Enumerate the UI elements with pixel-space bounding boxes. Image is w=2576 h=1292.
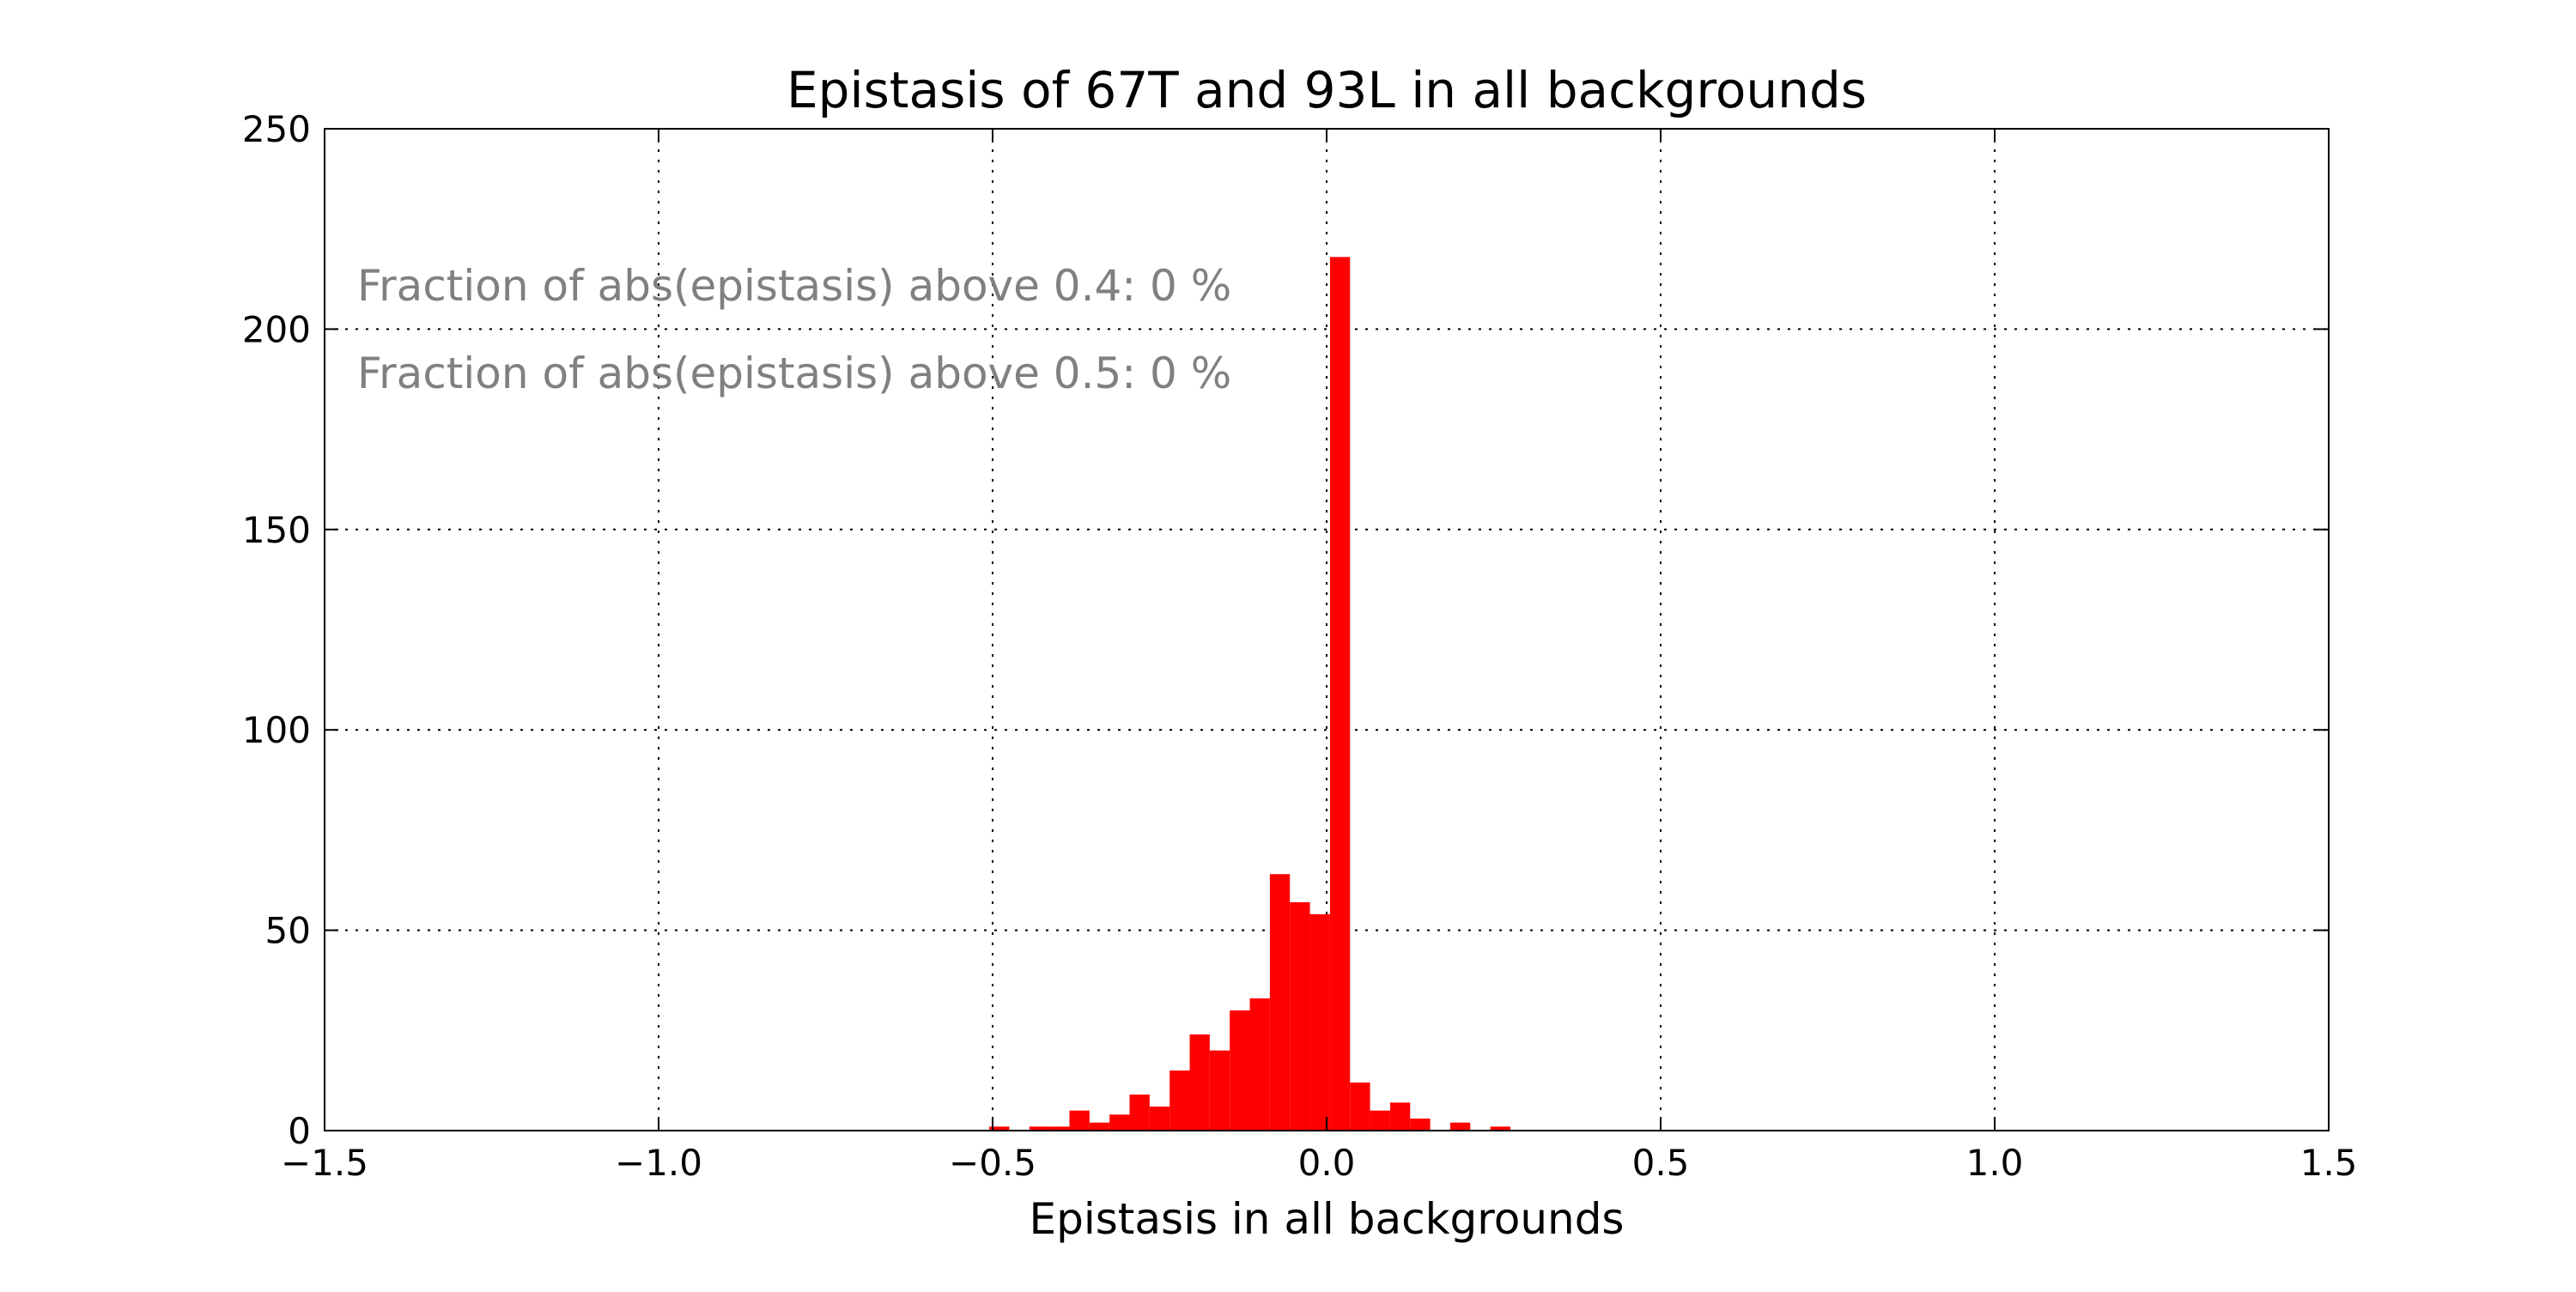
histogram-bars: [989, 257, 1510, 1131]
x-tick-label: −1.0: [615, 1142, 702, 1184]
histogram-bar: [1410, 1118, 1431, 1131]
x-axis-label: Epistasis in all backgrounds: [1030, 1194, 1625, 1244]
histogram-bar: [1149, 1106, 1170, 1131]
x-tick-label: 1.0: [1966, 1142, 2024, 1184]
histogram-bar: [1049, 1126, 1070, 1131]
axis-ticks: −1.5 −1.0 −0.5 0.0 0.5 1.0 1.5 0 50 100 150 200 250: [242, 108, 2358, 1184]
y-tick-label: 50: [265, 910, 311, 952]
histogram-bar: [1129, 1094, 1150, 1131]
x-tick-label: −1.5: [281, 1142, 368, 1184]
histogram-bar: [1170, 1070, 1190, 1131]
histogram-bar: [1249, 998, 1270, 1131]
histogram-bar: [1490, 1126, 1510, 1131]
histogram-bar: [1370, 1110, 1390, 1131]
histogram-bar: [989, 1126, 1010, 1131]
histogram-bar: [1309, 913, 1330, 1131]
histogram-bar: [1329, 257, 1351, 1131]
y-tick-label: 250: [242, 108, 311, 150]
histogram-bar: [1269, 874, 1291, 1131]
x-tick-label: 0.0: [1298, 1142, 1356, 1184]
x-tick-label: −0.5: [949, 1142, 1036, 1184]
y-tick-label: 200: [242, 308, 311, 350]
histogram-bar: [1109, 1114, 1130, 1131]
annotation-fraction-above-0-5: Fraction of abs(epistasis) above 0.5: 0 …: [357, 349, 1231, 398]
histogram-bar: [1290, 901, 1310, 1131]
histogram-bar: [1029, 1126, 1050, 1131]
histogram-bar: [1089, 1122, 1110, 1131]
histogram-bar: [1189, 1034, 1210, 1131]
histogram-bar: [1449, 1122, 1471, 1131]
histogram-bar: [1069, 1110, 1090, 1131]
x-tick-label: 0.5: [1632, 1142, 1690, 1184]
x-tick-label: 1.5: [2300, 1142, 2358, 1184]
histogram-bar: [1389, 1102, 1411, 1131]
histogram-bar: [1209, 1050, 1230, 1131]
y-tick-label: 100: [242, 709, 311, 751]
histogram-bar: [1350, 1082, 1370, 1131]
y-tick-label: 150: [242, 509, 311, 551]
histogram-bar: [1230, 1010, 1250, 1131]
y-tick-label: 0: [288, 1110, 311, 1152]
chart-title: Epistasis of 67T and 93L in all backgrou…: [787, 61, 1867, 119]
annotation-fraction-above-0-4: Fraction of abs(epistasis) above 0.4: 0 …: [357, 261, 1231, 311]
